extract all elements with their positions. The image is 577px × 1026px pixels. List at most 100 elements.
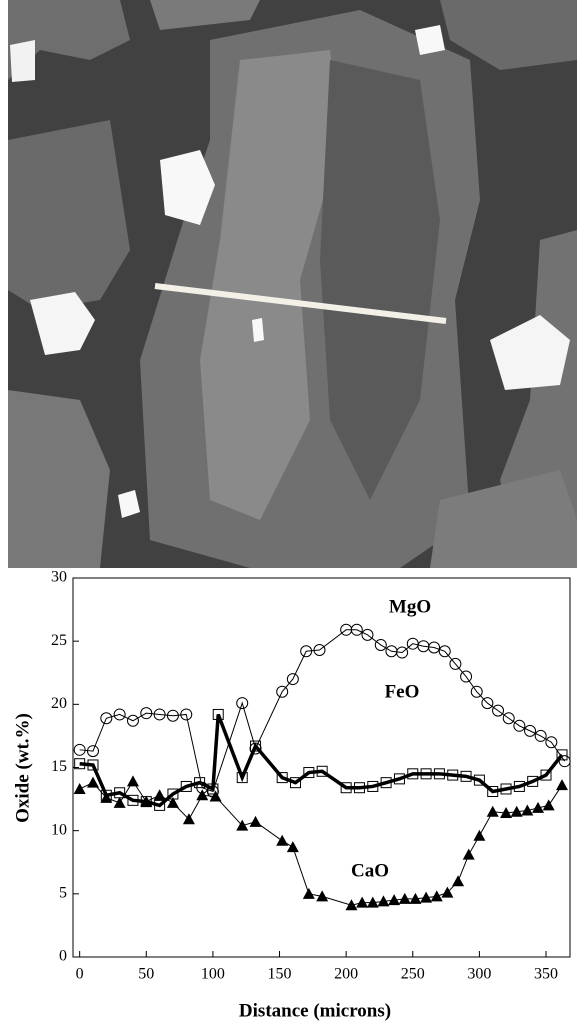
marker <box>345 899 358 911</box>
marker <box>430 890 443 902</box>
marker <box>340 782 352 794</box>
marker <box>492 704 505 717</box>
marker <box>407 768 419 780</box>
marker <box>361 628 374 641</box>
x-tick-label: 350 <box>534 966 558 983</box>
grain <box>8 390 110 568</box>
marker <box>73 782 86 794</box>
marker <box>194 777 206 789</box>
marker <box>393 773 405 785</box>
y-tick-label: 15 <box>51 758 67 775</box>
zone <box>200 50 340 520</box>
x-axis-title: Distance (microns) <box>239 1000 391 1021</box>
marker <box>340 623 353 636</box>
series-label: FeO <box>385 681 420 702</box>
marker <box>500 783 512 795</box>
marker <box>462 848 475 860</box>
marker <box>87 759 99 771</box>
marker <box>367 780 379 792</box>
marker <box>166 796 179 808</box>
marker <box>377 895 390 907</box>
y-tick-label: 10 <box>51 821 67 838</box>
crystal <box>118 490 140 518</box>
crystal <box>30 292 95 355</box>
marker <box>182 813 195 825</box>
y-axis-title: Oxide (wt.%) <box>12 713 33 823</box>
series-line <box>79 780 563 906</box>
marker <box>420 768 432 780</box>
marker <box>154 799 166 811</box>
marker <box>74 758 86 770</box>
marker <box>86 745 99 758</box>
marker <box>487 786 499 798</box>
marker <box>236 697 249 710</box>
grain <box>430 470 577 568</box>
marker <box>153 708 166 721</box>
marker <box>286 841 299 853</box>
series-line <box>79 713 564 808</box>
series-label: MgO <box>389 596 431 617</box>
marker <box>481 697 494 710</box>
marker <box>207 783 219 795</box>
marker <box>447 769 459 781</box>
marker <box>460 670 473 683</box>
marker <box>473 774 485 786</box>
marker <box>73 743 86 756</box>
marker <box>470 685 483 698</box>
marker <box>353 782 365 794</box>
marker <box>540 769 552 781</box>
marker <box>452 875 465 887</box>
marker <box>316 765 328 777</box>
marker <box>140 707 153 720</box>
marker <box>316 890 329 902</box>
marker <box>236 819 249 831</box>
grain <box>8 120 130 310</box>
y-tick-label: 0 <box>59 948 67 965</box>
marker <box>433 768 445 780</box>
marker <box>385 645 398 658</box>
marker <box>406 637 419 650</box>
marker <box>374 638 387 651</box>
marker <box>428 641 441 654</box>
x-tick-label: 250 <box>401 966 425 983</box>
marker <box>153 789 166 801</box>
marker <box>276 772 288 784</box>
marker <box>380 777 392 789</box>
y-tick-label: 30 <box>51 569 67 586</box>
marker <box>388 894 401 906</box>
marker <box>527 775 539 787</box>
marker <box>542 799 555 811</box>
marker <box>366 896 379 908</box>
y-tick-label: 25 <box>51 632 67 649</box>
marker <box>510 805 523 817</box>
marker <box>126 775 139 787</box>
marker <box>449 657 462 670</box>
y-tick-label: 5 <box>59 885 67 902</box>
marker <box>420 891 433 903</box>
micrograph <box>8 0 577 568</box>
marker <box>166 709 179 722</box>
marker <box>303 767 315 779</box>
marker <box>276 685 289 698</box>
marker <box>290 777 302 789</box>
marker <box>113 796 126 808</box>
grain <box>440 0 577 70</box>
marker <box>100 791 113 803</box>
marker <box>409 892 422 904</box>
crystal <box>490 315 570 390</box>
marker <box>460 770 472 782</box>
marker <box>473 829 486 841</box>
marker <box>127 794 139 806</box>
traverse-line <box>154 283 447 324</box>
marker <box>500 806 513 818</box>
y-tick-label: 20 <box>51 695 67 712</box>
marker <box>532 801 545 813</box>
x-tick-label: 150 <box>268 966 292 983</box>
crystal <box>252 318 264 342</box>
series-label: CaO <box>351 860 389 881</box>
marker <box>438 645 451 658</box>
marker <box>486 805 499 817</box>
marker <box>180 708 193 721</box>
marker <box>126 714 139 727</box>
